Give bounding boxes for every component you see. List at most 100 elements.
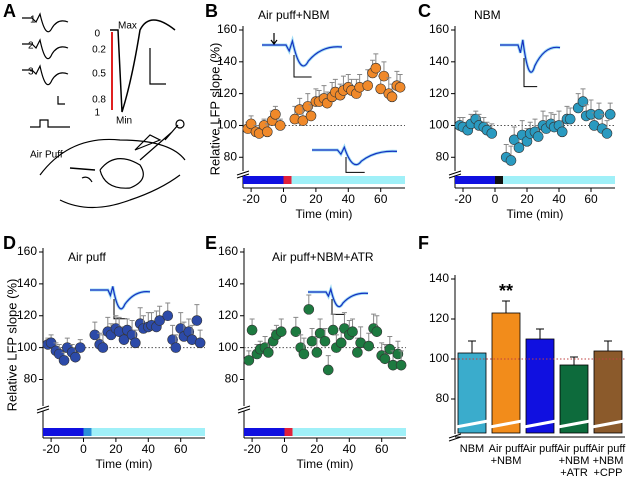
panel-letter: B: [205, 1, 218, 21]
axis-break: [237, 405, 251, 414]
bar-break: [591, 419, 625, 429]
chart-title: Air puff: [68, 250, 106, 264]
data-point: [118, 334, 130, 345]
y-tick-label: 80: [225, 372, 239, 386]
trace-label: 3: [28, 67, 34, 78]
data-point: [322, 364, 334, 376]
x-tick-label: 60: [584, 192, 598, 206]
data-point: [311, 347, 323, 358]
data-point: [194, 337, 206, 349]
x-tick-label: 20: [309, 192, 323, 206]
y-tick-label: 140: [218, 276, 238, 290]
y-tick-label: 100: [17, 340, 37, 354]
y-tick-label: 160: [429, 22, 449, 36]
timeline-phase: [495, 176, 503, 184]
data-point: [191, 315, 203, 326]
data-point: [97, 342, 109, 353]
x-tick-label: 0: [80, 442, 87, 456]
x-tick-label: 40: [142, 442, 156, 456]
panel-letter: E: [205, 233, 217, 253]
x-tick-label: -20: [243, 442, 261, 456]
error-bar: [536, 328, 544, 339]
bar-break: [489, 419, 523, 429]
timeline-phase: [43, 428, 84, 436]
data-point: [513, 142, 525, 154]
x-tick-label: 60: [375, 442, 389, 456]
significance-label: **: [499, 281, 513, 301]
data-point: [130, 337, 141, 349]
data-point: [297, 115, 309, 126]
trace: [22, 12, 69, 33]
y-tick-label: 100: [218, 340, 238, 354]
electrode-tip: [175, 119, 185, 129]
timeline-phase: [455, 176, 495, 184]
data-point: [370, 62, 382, 74]
trace: [22, 64, 69, 86]
y-tick-label: 120: [218, 308, 238, 322]
x-tick-label: Air puff: [523, 443, 559, 455]
x-tick-label: 40: [343, 442, 357, 456]
error-bar: [604, 340, 612, 351]
chart-title: Air puff+NBM: [258, 8, 329, 22]
air-puff-arrow: [69, 167, 96, 171]
data-point: [275, 326, 287, 337]
data-point: [303, 304, 315, 315]
data-point: [70, 351, 81, 363]
inset-trace: [90, 286, 151, 310]
y-tick-label: 140: [429, 54, 449, 68]
inset-trace: [500, 39, 561, 73]
scale-label: 0: [94, 29, 100, 40]
data-point: [89, 329, 101, 341]
y-tick-label: 160: [218, 244, 238, 258]
y-tick-label: 140: [429, 271, 449, 285]
data-point: [577, 96, 589, 107]
data-point: [352, 347, 363, 358]
y-tick-label: 160: [17, 244, 37, 258]
data-point: [564, 113, 576, 125]
data-point: [319, 335, 331, 347]
x-tick-label: Air puff +NBM +ATR: [557, 443, 593, 479]
data-point: [363, 340, 375, 352]
x-axis-label: Time (min): [96, 457, 153, 471]
inset-trace: [312, 145, 398, 166]
data-point: [556, 126, 568, 138]
data-point: [604, 109, 616, 120]
bar-break: [523, 419, 557, 429]
timeline-phase: [243, 176, 284, 184]
data-point: [58, 355, 70, 366]
bar-break: [557, 419, 591, 429]
data-point: [386, 91, 398, 103]
x-axis-label: Time (min): [507, 207, 564, 221]
scale-label: 1: [94, 108, 100, 119]
trace: [22, 38, 69, 60]
data-point: [327, 324, 339, 336]
panel-letter: C: [418, 1, 431, 21]
stimulus-label: Air Puff: [30, 150, 63, 161]
scale-label: Max: [118, 21, 137, 32]
scale-label: 0.8: [92, 95, 106, 106]
data-point: [261, 126, 273, 138]
trace: [110, 19, 176, 113]
inset-scale-bar: [293, 55, 312, 78]
error-bar: [502, 300, 510, 313]
data-point: [395, 359, 407, 371]
bar: [593, 350, 623, 434]
inset-trace: [308, 287, 369, 308]
inset-trace: [262, 38, 343, 67]
panel-letter: A: [3, 1, 16, 21]
y-tick-label: 100: [217, 118, 237, 132]
data-point: [532, 131, 544, 142]
x-tick-label: 0: [492, 192, 499, 206]
x-tick-label: -20: [242, 192, 260, 206]
inset-scale-bar: [523, 58, 538, 88]
mouse-sketch: [39, 138, 186, 209]
data-point: [74, 342, 86, 353]
data-point: [306, 335, 318, 347]
y-tick-label: 80: [24, 372, 38, 386]
x-tick-label: 60: [374, 192, 388, 206]
y-tick-label: 80: [436, 149, 450, 163]
data-point: [392, 348, 404, 360]
x-tick-label: -20: [42, 442, 60, 456]
data-point: [270, 109, 281, 120]
data-point: [298, 348, 310, 360]
